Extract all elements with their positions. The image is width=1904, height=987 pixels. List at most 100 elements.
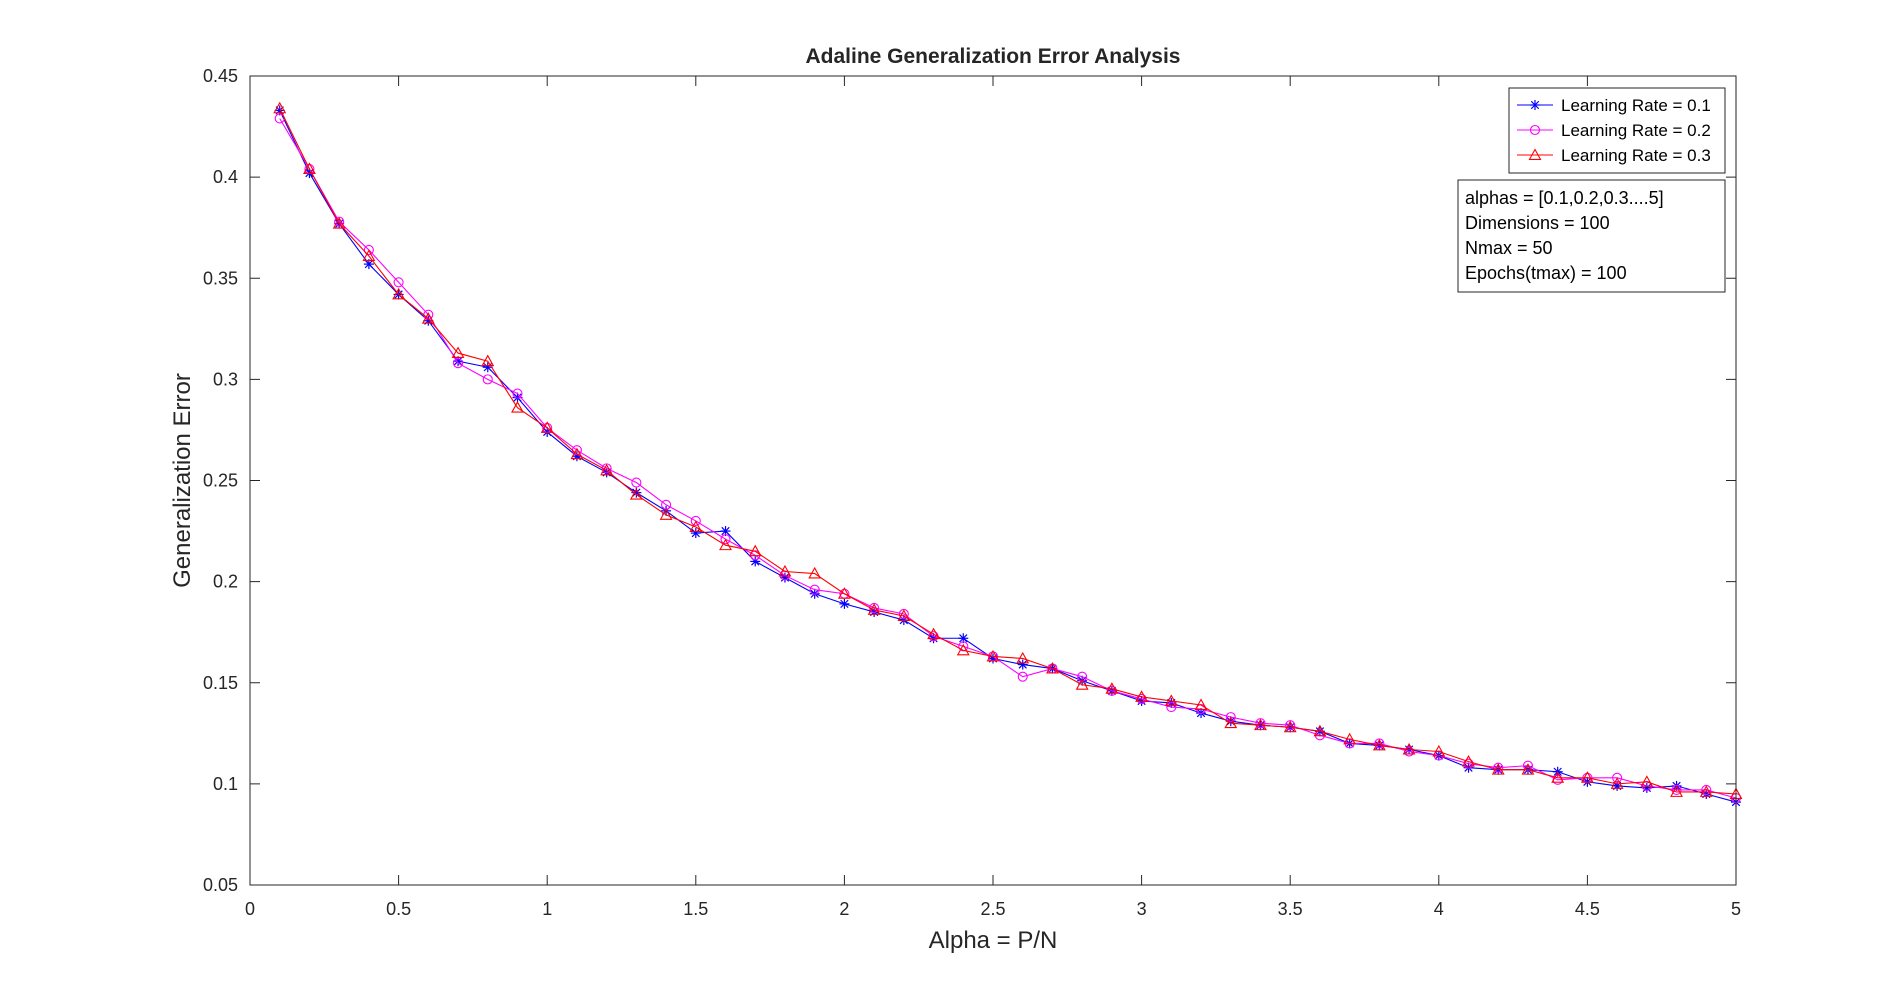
data-point-marker [1402, 742, 1416, 755]
annotation-line: alphas = [0.1,0.2,0.3....5] [1465, 188, 1664, 208]
x-tick-label: 4.5 [1575, 899, 1600, 919]
y-axis-label: Generalization Error [169, 373, 196, 588]
data-point-marker [1224, 716, 1238, 729]
data-point-marker [1641, 782, 1652, 793]
legend-entry: Learning Rate = 0.3 [1517, 146, 1711, 165]
x-tick-label: 0 [245, 899, 255, 919]
data-point-marker [570, 447, 584, 460]
y-tick-label: 0.05 [203, 875, 238, 895]
data-point-marker [540, 421, 554, 433]
annotation-frame [1457, 179, 1726, 293]
y-tick-label: 0.3 [213, 369, 238, 389]
data-point-marker [867, 603, 881, 615]
legend-label: Learning Rate = 0.2 [1561, 121, 1711, 140]
x-tick-label: 2 [839, 899, 849, 919]
data-point-marker [1670, 785, 1683, 797]
x-tick-label: 4 [1434, 899, 1444, 919]
y-tick-label: 0.45 [203, 66, 238, 86]
legend-marker-sample [1528, 148, 1542, 160]
data-point-marker [1491, 763, 1505, 775]
annotation-line: Dimensions = 100 [1465, 213, 1610, 233]
y-tick-label: 0.1 [213, 774, 238, 794]
legend-marker-sample [1530, 100, 1540, 110]
data-point-marker [362, 249, 376, 261]
data-point-marker [1016, 651, 1030, 664]
data-point-marker [809, 584, 820, 595]
data-point-marker [1551, 771, 1565, 783]
data-point-marker [512, 388, 523, 399]
data-point-marker [631, 477, 642, 488]
data-point-marker [779, 572, 790, 583]
data-point-marker [778, 564, 792, 577]
data-point-marker [273, 101, 287, 114]
x-tick-label: 5 [1731, 899, 1741, 919]
data-point-marker [1580, 771, 1594, 783]
series-3 [273, 101, 1743, 799]
data-point-marker [482, 374, 493, 385]
chart-title: Adaline Generalization Error Analysis [805, 45, 1180, 68]
data-point-marker [1166, 701, 1177, 713]
data-point-marker [986, 649, 1000, 662]
x-axis-ticks: 0 0.5 1 1.5 2 2.5 3 3.5 4 4.5 5 [245, 76, 1741, 919]
data-point-marker [1640, 775, 1654, 787]
data-point-marker [837, 587, 851, 599]
data-point-marker [629, 488, 643, 500]
data-point-marker [1313, 724, 1327, 737]
series-layer [273, 101, 1743, 808]
data-point-marker [1046, 661, 1059, 674]
legend: Learning Rate = 0.1 Learning Rate = 0.2 Le… [1508, 87, 1726, 174]
data-point-marker [659, 508, 673, 520]
data-point-marker [1343, 732, 1357, 745]
legend-label: Learning Rate = 0.1 [1561, 96, 1711, 115]
legend-entry: Learning Rate = 0.2 [1517, 121, 1711, 140]
data-point-marker [1017, 659, 1028, 670]
data-point-marker [511, 401, 524, 413]
y-tick-label: 0.35 [203, 268, 238, 288]
data-point-marker [452, 358, 464, 369]
data-point-marker [332, 217, 346, 229]
x-tick-label: 0.5 [386, 899, 411, 919]
data-point-marker [839, 598, 850, 609]
data-point-marker [1105, 682, 1119, 694]
data-point-marker [956, 643, 970, 656]
x-tick-label: 2.5 [980, 899, 1005, 919]
data-point-marker [303, 162, 316, 174]
legend-label: Learning Rate = 0.3 [1561, 146, 1711, 165]
data-point-marker [1017, 671, 1028, 682]
data-point-marker [1075, 678, 1089, 690]
legend-marker-sample [1529, 124, 1541, 136]
data-point-marker [927, 627, 940, 640]
data-point-marker [958, 633, 969, 644]
data-point-marker [1699, 785, 1713, 797]
data-point-marker [600, 463, 614, 476]
annotation-box: alphas = [0.1,0.2,0.3....5] Dimensions = … [1457, 179, 1726, 293]
data-point-marker [1521, 763, 1535, 775]
y-axis-ticks: 0.05 0.1 0.15 0.2 0.25 0.3 0.35 0.4 0.45 [203, 66, 1736, 895]
data-point-marker [689, 520, 703, 532]
y-tick-label: 0.25 [203, 471, 238, 491]
data-point-marker [719, 538, 732, 551]
annotation-line: Epochs(tmax) = 100 [1465, 263, 1627, 283]
data-point-marker [451, 346, 465, 359]
data-point-marker [481, 354, 495, 367]
data-point-marker [1462, 754, 1475, 767]
data-point-marker [1225, 712, 1236, 723]
data-point-marker [1077, 671, 1088, 682]
legend-entry: Learning Rate = 0.1 [1517, 96, 1711, 115]
data-point-marker [363, 244, 374, 255]
x-tick-label: 1.5 [683, 899, 708, 919]
data-point-marker [690, 515, 701, 527]
annotation-line: Nmax = 50 [1465, 238, 1553, 258]
data-point-marker [897, 609, 911, 621]
x-tick-label: 3 [1137, 899, 1147, 919]
data-point-marker [690, 528, 701, 539]
data-point-marker [1372, 738, 1386, 751]
data-point-marker [1254, 718, 1267, 731]
data-point-marker [421, 312, 435, 324]
y-tick-label: 0.4 [213, 167, 238, 187]
data-point-marker [1194, 698, 1208, 710]
data-point-marker [1164, 694, 1178, 706]
x-axis-label: Alpha = P/N [929, 927, 1058, 954]
x-tick-label: 1 [542, 899, 552, 919]
